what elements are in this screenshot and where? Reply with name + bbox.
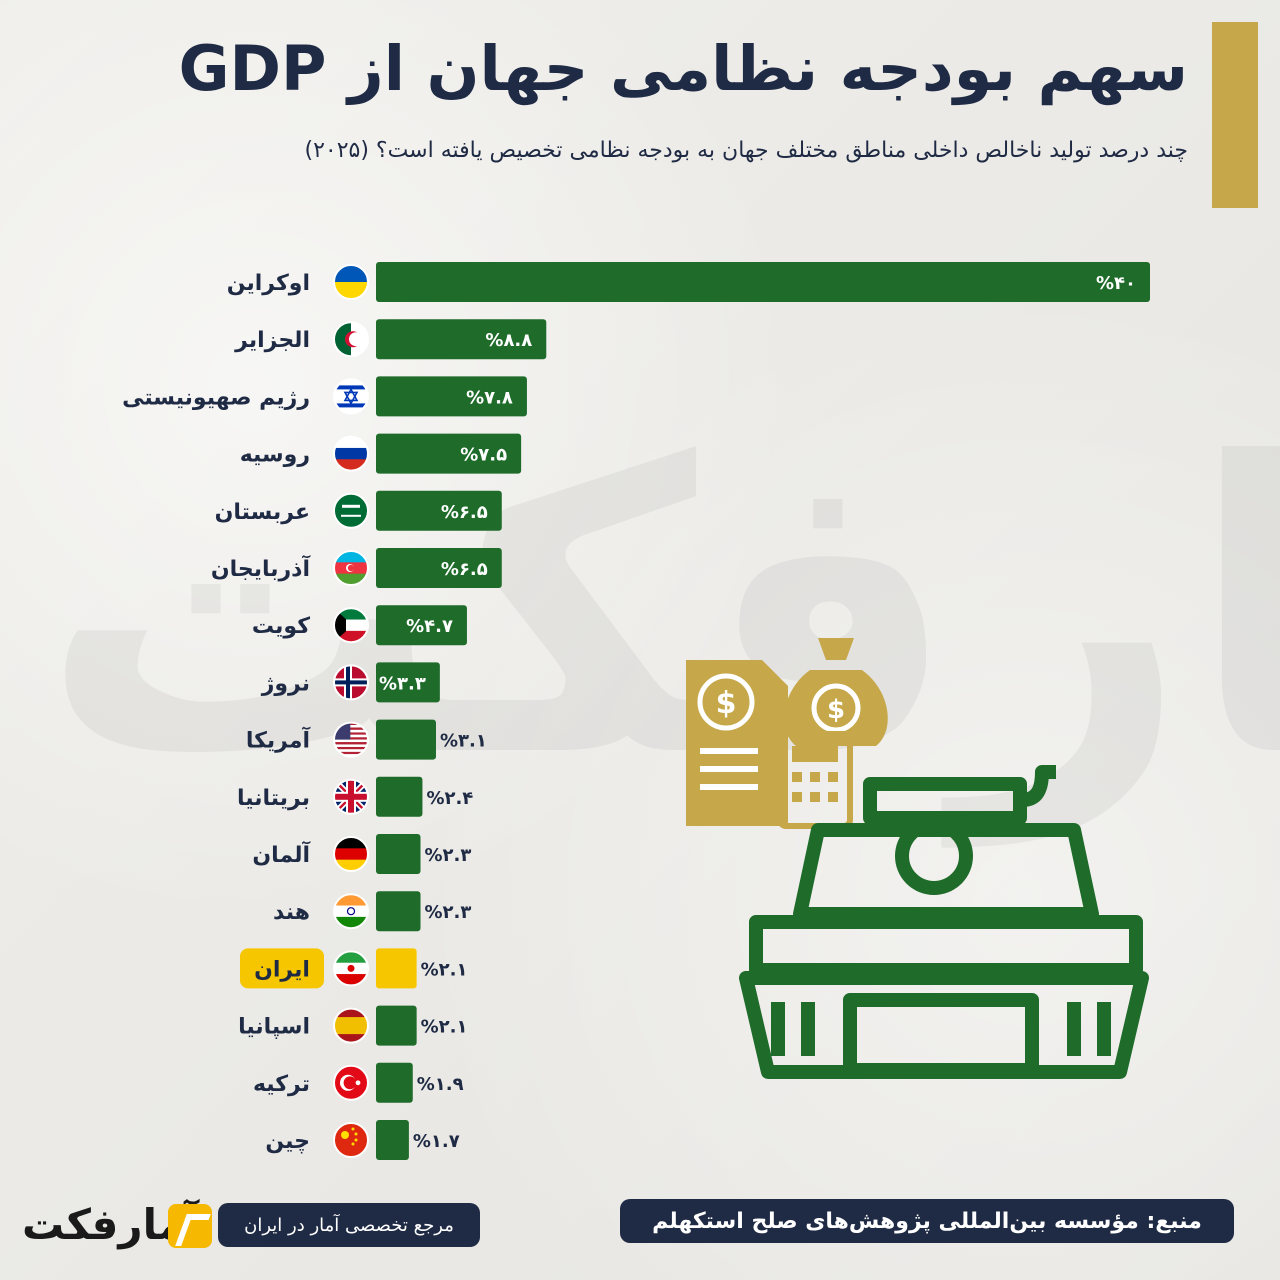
bar [376, 1005, 417, 1046]
algeria-flag-icon [333, 321, 369, 358]
saudi-arabia-flag-icon [333, 492, 369, 529]
bar-row: %۲.۱ اسپانیا [238, 1005, 468, 1046]
value-label: %۲.۴ [426, 788, 473, 809]
country-label: روسیه [240, 443, 310, 468]
azerbaijan-flag-icon [333, 550, 369, 586]
bar-row: %۱.۹ ترکیه [253, 1062, 464, 1103]
tank-money-illustration: $ $ [686, 638, 1149, 1079]
bar-row: %۱.۷ چین [265, 1120, 460, 1160]
bar-row: %۶.۵ عربستان [215, 490, 502, 531]
bar [376, 776, 423, 817]
brand-logo: آمارفکت [22, 1196, 212, 1254]
bar [376, 490, 502, 531]
bar [376, 1062, 413, 1103]
country-label: آذربایجان [211, 554, 311, 582]
israel-flag-icon [333, 378, 369, 415]
value-label: %۶.۵ [441, 559, 488, 580]
value-label: %۳.۱ [440, 731, 487, 752]
bar-row: %۳.۱ آمریکا [246, 719, 487, 760]
value-label: %۱.۹ [417, 1074, 464, 1095]
bar [376, 834, 421, 874]
bar [376, 319, 547, 360]
country-label: چین [265, 1129, 310, 1154]
country-label: هند [273, 900, 310, 925]
country-label: ایران [254, 957, 310, 982]
bar-row: %۲.۳ هند [273, 891, 472, 932]
bar-row: %۶.۵ آذربایجان [211, 548, 502, 588]
china-flag-icon [333, 1122, 369, 1158]
usa-flag-icon [333, 721, 369, 758]
bar-row: %۷.۸ رژیم صهیونیستی [122, 376, 527, 417]
country-label: عربستان [215, 500, 310, 525]
turkey-flag-icon [333, 1064, 369, 1101]
value-label: %۲.۳ [425, 845, 472, 866]
accent-bar [1212, 22, 1258, 208]
bar [376, 891, 421, 932]
logo-mark-icon [168, 1204, 212, 1248]
bar [376, 1120, 409, 1160]
country-label: آلمان [252, 840, 310, 868]
page-subtitle: چند درصد تولید ناخالص داخلی مناطق مختلف … [304, 138, 1188, 163]
kuwait-flag-icon [333, 607, 369, 644]
source-note: منبع: مؤسسه بین‌المللی پژوهش‌های صلح است… [620, 1199, 1234, 1243]
country-label: اسپانیا [238, 1015, 310, 1040]
bar [376, 948, 417, 989]
country-label: آمریکا [246, 726, 311, 754]
iran-flag-icon [333, 950, 369, 987]
bar [376, 662, 440, 703]
highlight-pill [240, 948, 324, 989]
svg-text:$: $ [716, 686, 737, 721]
country-label: کویت [252, 614, 310, 639]
invoice-icon: $ [686, 660, 788, 826]
bar-row: %۸.۸ الجزایر [234, 319, 547, 360]
money-bag-icon: $ [784, 638, 888, 746]
tank-icon [739, 765, 1149, 1079]
country-label: نروژ [261, 671, 310, 696]
watermark: آمارفکت [40, 380, 1280, 845]
bar-row: %۴.۷ کویت [252, 605, 467, 646]
uk-flag-icon [333, 778, 369, 815]
germany-flag-icon [333, 836, 369, 872]
value-label: %۲.۱ [421, 1017, 468, 1038]
country-label: ترکیه [253, 1072, 310, 1097]
bar [376, 262, 1150, 302]
reference-badge: مرجع تخصصی آمار در ایران [218, 1203, 480, 1247]
country-label: رژیم صهیونیستی [122, 385, 310, 410]
calculator-icon [777, 731, 853, 829]
bar-row: %۷.۵ روسیه [240, 433, 522, 474]
page-title: سهم بودجه نظامی جهان از GDP [178, 32, 1188, 105]
bar [376, 548, 502, 588]
bar-row: %۲.۴ بریتانیا [237, 776, 473, 817]
bar [376, 433, 522, 474]
india-flag-icon [333, 893, 369, 930]
bar [376, 719, 436, 760]
country-label: اوکراین [227, 271, 310, 296]
bar [376, 605, 467, 646]
value-label: %۶.۵ [441, 502, 488, 523]
value-label: %۷.۸ [466, 387, 513, 408]
russia-flag-icon [333, 435, 369, 472]
value-label: %۳.۳ [379, 673, 426, 694]
ukraine-flag-icon [333, 264, 369, 300]
value-label: %۴.۷ [406, 616, 453, 637]
value-label: %۸.۸ [485, 330, 532, 351]
bar-row: %۴۰ اوکراین [227, 262, 1150, 302]
bar-row: %۲.۳ آلمان [252, 834, 471, 874]
value-label: %۴۰ [1096, 273, 1136, 294]
bar-row: %۲.۱ ایران [240, 948, 468, 989]
value-label: %۲.۳ [425, 902, 472, 923]
bar [376, 376, 527, 417]
value-label: %۷.۵ [460, 445, 507, 466]
country-label: الجزایر [234, 328, 310, 353]
bar-row: %۳.۳ نروژ [261, 662, 440, 703]
norway-flag-icon [333, 664, 369, 701]
svg-text:$: $ [827, 695, 845, 725]
value-label: %۱.۷ [413, 1131, 460, 1152]
spain-flag-icon [333, 1007, 369, 1044]
value-label: %۲.۱ [421, 959, 468, 980]
country-label: بریتانیا [237, 786, 310, 811]
